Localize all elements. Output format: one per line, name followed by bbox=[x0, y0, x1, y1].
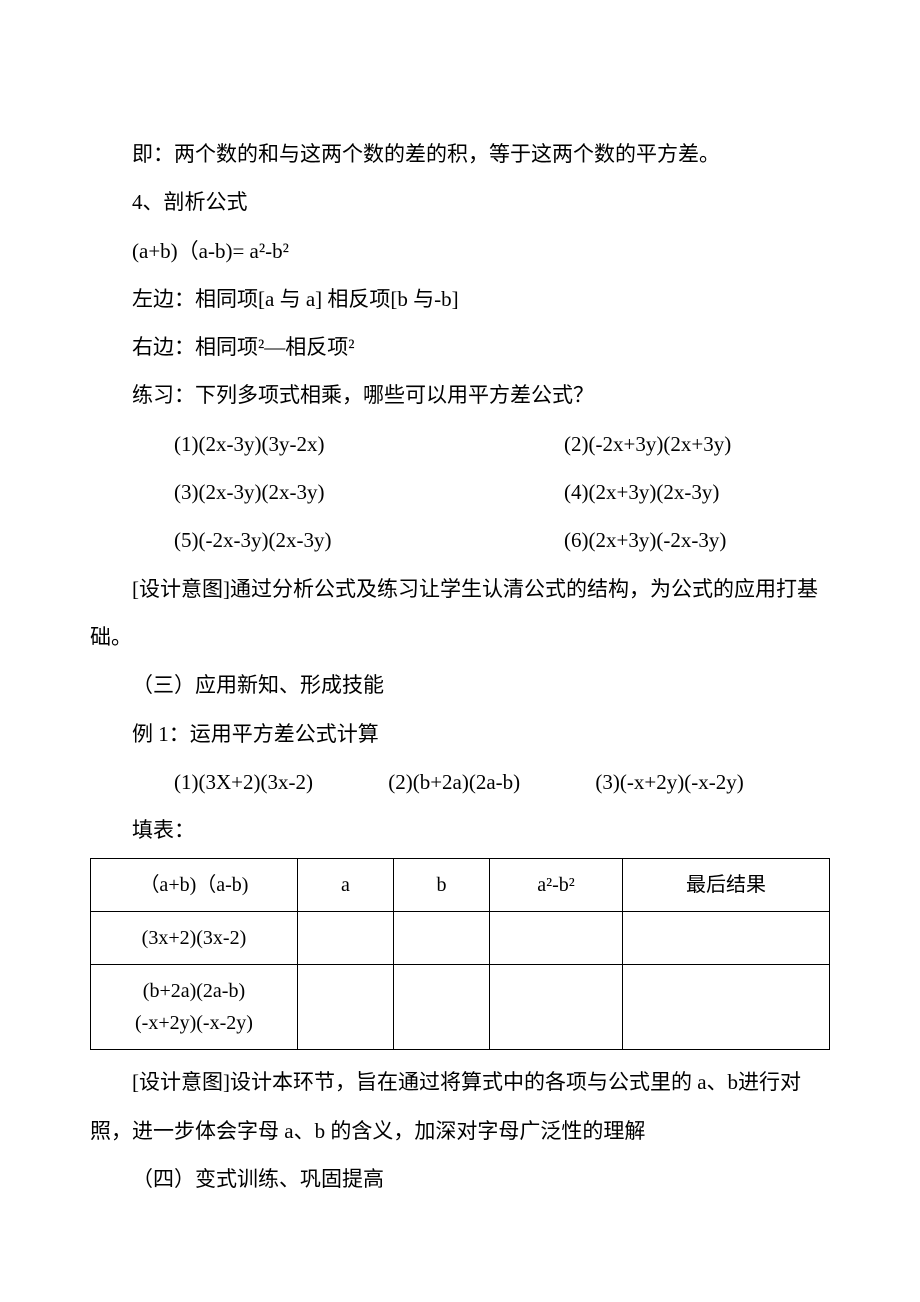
section-3-heading: （三）应用新知、形成技能 bbox=[90, 661, 830, 709]
cell-r1c1 bbox=[297, 912, 393, 965]
section-4-heading: （四）变式训练、巩固提高 bbox=[90, 1155, 830, 1203]
th-expression: （a+b)（a-b) bbox=[91, 859, 298, 912]
example-row: (1)(3X+2)(3x-2) (2)(b+2a)(2a-b) (3)(-x+2… bbox=[90, 758, 830, 806]
th-result: 最后结果 bbox=[623, 859, 830, 912]
cell-r2c2 bbox=[393, 965, 489, 1050]
fill-table-label: 填表： bbox=[90, 806, 830, 854]
cell-r1c3 bbox=[490, 912, 623, 965]
example-1: (1)(3X+2)(3x-2) bbox=[132, 758, 313, 806]
right-terms: 右边：相同项²—相反项² bbox=[90, 323, 830, 371]
exercise-row-1: (1)(2x-3y)(3y-2x) (2)(-2x+3y)(2x+3y) bbox=[90, 420, 830, 468]
heading-4: 4、剖析公式 bbox=[90, 178, 830, 226]
example-3: (3)(-x+2y)(-x-2y) bbox=[553, 758, 743, 806]
practice-label: 练习：下列多项式相乘，哪些可以用平方差公式？ bbox=[90, 371, 830, 419]
left-terms: 左边：相同项[a 与 a] 相反项[b 与-b] bbox=[90, 275, 830, 323]
cell-r1c0: (3x+2)(3x-2) bbox=[91, 912, 298, 965]
table-header-row: （a+b)（a-b) a b a²-b² 最后结果 bbox=[91, 859, 830, 912]
exercise-row-3: (5)(-2x-3y)(2x-3y) (6)(2x+3y)(-2x-3y) bbox=[90, 516, 830, 564]
paragraph-intro: 即：两个数的和与这两个数的差的积，等于这两个数的平方差。 bbox=[90, 130, 830, 178]
table-row: (3x+2)(3x-2) bbox=[91, 912, 830, 965]
th-b: b bbox=[393, 859, 489, 912]
cell-r1c4 bbox=[623, 912, 830, 965]
cell-r2c1 bbox=[297, 965, 393, 1050]
th-a: a bbox=[297, 859, 393, 912]
exercise-3: (3)(2x-3y)(2x-3y) bbox=[132, 468, 517, 516]
design-intent-1: [设计意图]通过分析公式及练习让学生认清公式的结构，为公式的应用打基础。 bbox=[90, 565, 830, 662]
cell-r2c0: (b+2a)(2a-b) (-x+2y)(-x-2y) bbox=[91, 965, 298, 1050]
cell-r2c4 bbox=[623, 965, 830, 1050]
fill-table: （a+b)（a-b) a b a²-b² 最后结果 (3x+2)(3x-2) (… bbox=[90, 858, 830, 1050]
example-1-label: 例 1：运用平方差公式计算 bbox=[90, 710, 830, 758]
exercise-6: (6)(2x+3y)(-2x-3y) bbox=[522, 516, 726, 564]
design-intent-2: [设计意图]设计本环节，旨在通过将算式中的各项与公式里的 a、b进行对照，进一步… bbox=[90, 1058, 830, 1155]
exercise-2: (2)(-2x+3y)(2x+3y) bbox=[522, 420, 731, 468]
table-row: (b+2a)(2a-b) (-x+2y)(-x-2y) bbox=[91, 965, 830, 1050]
exercise-1: (1)(2x-3y)(3y-2x) bbox=[132, 420, 517, 468]
cell-r1c2 bbox=[393, 912, 489, 965]
cell-r2c0-line2: (-x+2y)(-x-2y) bbox=[97, 1007, 291, 1039]
example-2: (2)(b+2a)(2a-b) bbox=[346, 758, 520, 806]
cell-r2c3 bbox=[490, 965, 623, 1050]
cell-r2c0-line1: (b+2a)(2a-b) bbox=[97, 975, 291, 1007]
exercise-5: (5)(-2x-3y)(2x-3y) bbox=[132, 516, 517, 564]
formula-main: (a+b)（a-b)= a²-b² bbox=[90, 227, 830, 275]
th-a2b2: a²-b² bbox=[490, 859, 623, 912]
exercise-4: (4)(2x+3y)(2x-3y) bbox=[522, 468, 719, 516]
exercise-row-2: (3)(2x-3y)(2x-3y) (4)(2x+3y)(2x-3y) bbox=[90, 468, 830, 516]
